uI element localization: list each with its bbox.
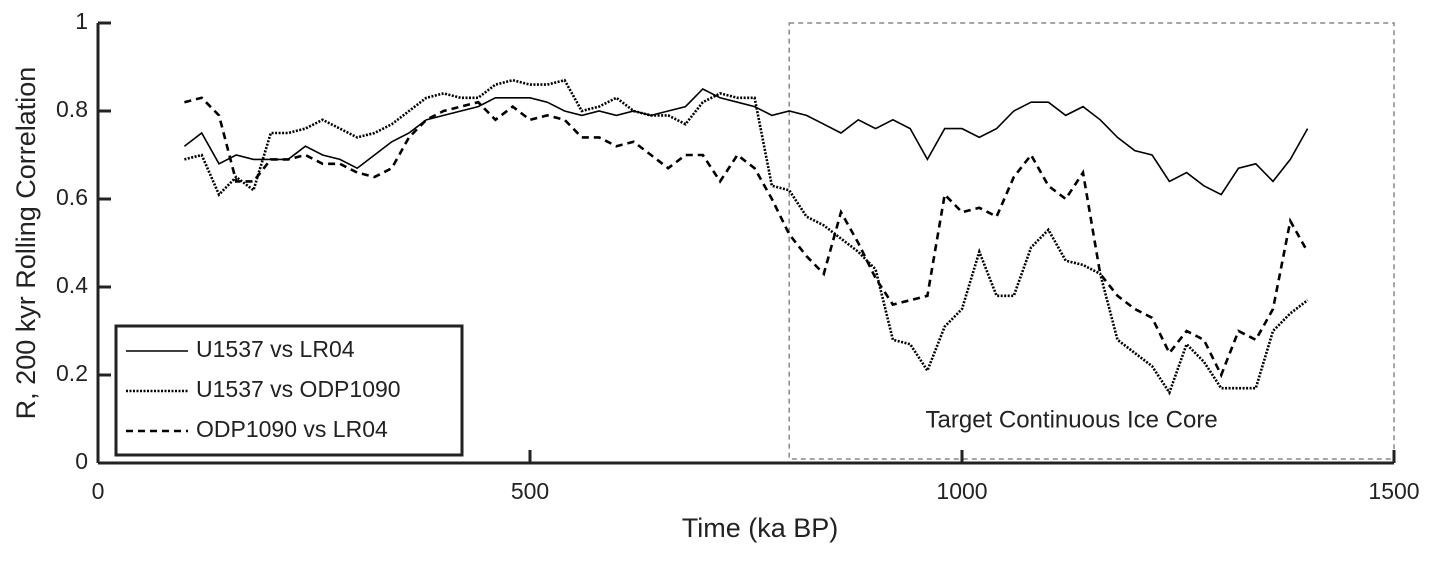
highlight-box xyxy=(788,22,1395,460)
x-tick-label: 500 xyxy=(511,478,549,504)
y-tick-label: 1 xyxy=(75,8,88,34)
x-tick-label: 0 xyxy=(92,478,105,504)
legend-box xyxy=(114,324,464,457)
x-axis-label: Time (ka BP) xyxy=(682,513,839,543)
legend-label: U1537 vs LR04 xyxy=(196,336,355,362)
y-tick-label: 0.4 xyxy=(56,272,88,298)
series-line xyxy=(183,88,1309,196)
y-axis-label: R, 200 kyr Rolling Correlation xyxy=(11,67,41,420)
legend-label: ODP1090 vs LR04 xyxy=(196,416,388,442)
legend-label: U1537 vs ODP1090 xyxy=(196,376,401,402)
series-line xyxy=(184,96,1309,379)
y-tick-label: 0 xyxy=(75,448,88,474)
y-tick-label: 0.6 xyxy=(56,184,88,210)
y-tick-label: 0.8 xyxy=(56,96,88,122)
y-tick-label: 0.2 xyxy=(56,360,88,386)
x-tick-label: 1500 xyxy=(1368,478,1419,504)
x-tick-label: 1000 xyxy=(936,478,987,504)
highlight-label: Target Continuous Ice Core xyxy=(926,406,1218,433)
